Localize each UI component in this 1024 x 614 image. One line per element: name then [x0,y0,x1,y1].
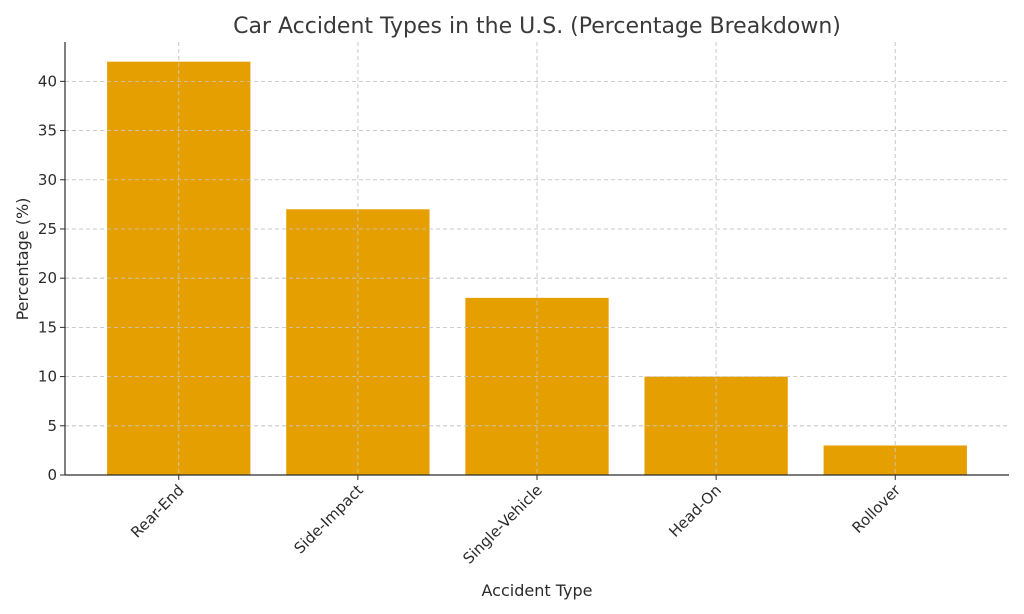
x-tick-label: Single-Vehicle [459,481,545,567]
x-tick-label: Rollover [848,481,904,537]
x-tick-label: Side-Impact [291,481,367,557]
axes [60,42,1009,480]
y-tick-label: 15 [38,318,57,336]
chart-title: Car Accident Types in the U.S. (Percenta… [233,14,841,39]
y-tick-label: 30 [38,171,57,189]
y-tick-label: 5 [47,417,57,435]
y-tick-label: 20 [38,269,57,287]
y-tick-label: 10 [38,368,57,386]
y-tick-label: 0 [47,466,57,484]
x-axis-label: Accident Type [482,581,593,600]
x-tick-label: Rear-End [127,481,187,541]
bars [65,42,1009,476]
x-tick-label: Head-On [665,481,725,541]
y-tick-label: 40 [38,72,57,90]
y-axis-label: Percentage (%) [13,198,32,321]
y-tick-label: 35 [38,122,57,140]
y-tick-label: 25 [38,220,57,238]
